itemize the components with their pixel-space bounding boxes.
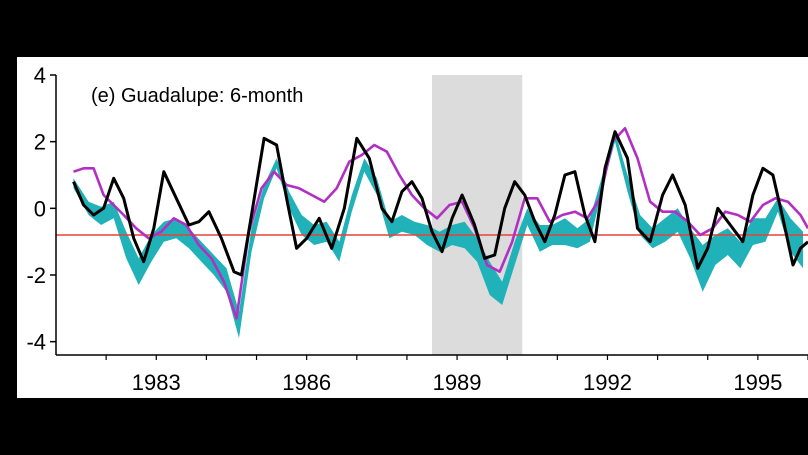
x-tick-label: 1995 — [733, 370, 782, 395]
series-layer — [72, 127, 808, 320]
y-tick-label: -2 — [26, 263, 46, 288]
x-tick-label: 1989 — [433, 370, 482, 395]
y-tick-label: 2 — [34, 130, 46, 155]
chart-title: (e) Guadalupe: 6-month — [91, 85, 303, 107]
chart: -4 -2 0 2 4 1983 1986 1989 1992 1995 (e) Guadalup… — [26, 63, 808, 395]
x-tick-label: 1992 — [583, 370, 632, 395]
x-tick-label: 1986 — [282, 370, 331, 395]
axes: -4 -2 0 2 4 1983 1986 1989 1992 1995 — [26, 63, 808, 395]
chart-panel: -4 -2 0 2 4 1983 1986 1989 1992 1995 (e) Guadalup… — [17, 57, 808, 398]
series-line-2 — [72, 130, 808, 277]
y-tick-label: 0 — [34, 196, 46, 221]
x-tick-label: 1983 — [132, 370, 181, 395]
y-tick-label: -4 — [26, 330, 46, 355]
shaded-period — [432, 75, 523, 355]
y-tick-label: 4 — [34, 63, 46, 88]
